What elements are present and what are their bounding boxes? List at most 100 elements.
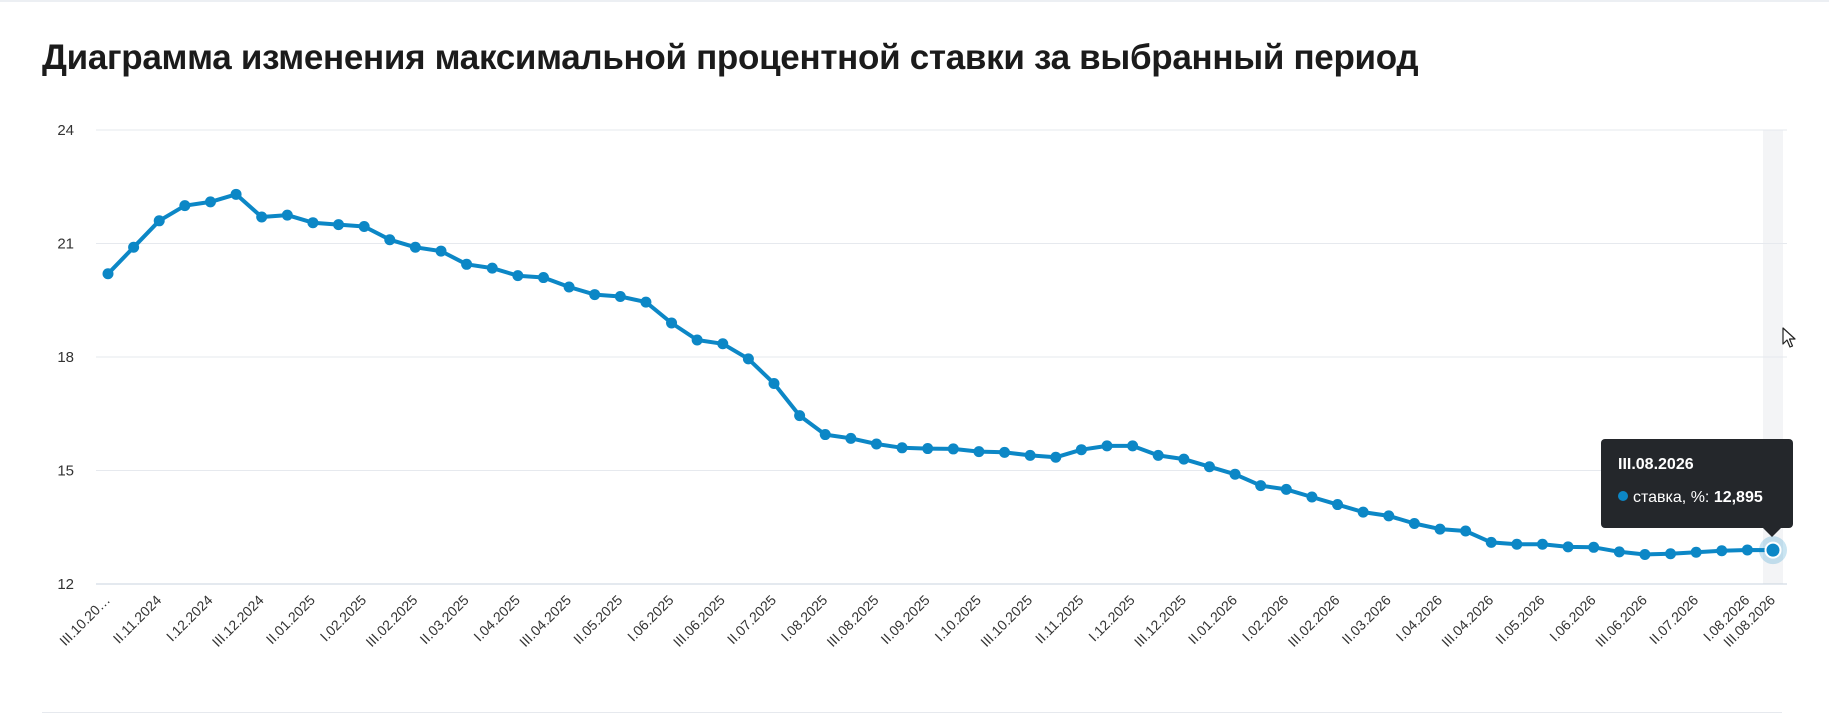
data-point [256, 211, 268, 223]
data-point [1741, 544, 1753, 556]
data-point [1203, 461, 1215, 473]
x-tick-label: III.02.2026 [1285, 592, 1343, 650]
data-point [717, 338, 729, 350]
x-tick-label: I.02.2025 [317, 592, 370, 645]
data-point [768, 377, 780, 389]
active-data-point [1764, 541, 1782, 559]
y-axis: 12 15 18 21 24 [57, 122, 74, 593]
tooltip-series-label: ставка, %: [1633, 489, 1710, 506]
data-point [1255, 480, 1267, 492]
series-line [106, 192, 1775, 557]
data-point [1383, 510, 1395, 522]
x-tick-label: I.12.2024 [163, 592, 216, 645]
data-point [1460, 525, 1472, 537]
x-tick-label: III.04.2026 [1438, 592, 1496, 650]
x-tick-label: II.05.2026 [1492, 592, 1548, 648]
data-point [333, 219, 345, 231]
x-tick-label: II.09.2025 [877, 592, 933, 648]
data-point [1562, 541, 1574, 553]
x-tick-label: II.11.2025 [1032, 592, 1087, 647]
data-point [896, 442, 908, 454]
data-point [1357, 506, 1369, 518]
data-point [1716, 545, 1728, 557]
y-tick-label: 15 [57, 463, 74, 480]
x-tick-label: II.05.2025 [570, 592, 626, 648]
x-tick-label: II.01.2025 [263, 592, 319, 648]
data-point [870, 438, 882, 450]
tooltip-date: III.08.2026 [1618, 456, 1694, 473]
data-point [486, 262, 498, 274]
x-tick-label: III.10.2025 [977, 592, 1035, 650]
x-tick-label: III.06.2026 [1592, 592, 1650, 650]
data-point [666, 317, 678, 329]
data-point [1613, 546, 1625, 558]
series-marker-icon [1618, 491, 1628, 501]
x-tick-label: II.01.2026 [1185, 592, 1241, 648]
data-point [1050, 451, 1062, 463]
data-point [999, 446, 1011, 458]
data-point [1178, 453, 1190, 465]
data-point [1306, 491, 1318, 503]
data-point [358, 220, 370, 232]
y-tick-label: 12 [57, 576, 74, 593]
x-tick-label: III.06.2025 [670, 592, 728, 650]
x-tick-label: I.02.2026 [1239, 592, 1292, 645]
data-point [307, 217, 319, 229]
data-point [512, 270, 524, 282]
data-point [794, 410, 806, 422]
mouse-cursor-icon [1782, 327, 1796, 348]
x-tick-label: III.02.2025 [362, 592, 420, 650]
data-point [973, 446, 985, 458]
data-point [1485, 536, 1497, 548]
data-point [204, 196, 216, 208]
data-point [230, 188, 242, 200]
data-point [1536, 538, 1548, 550]
series-rate[interactable] [102, 188, 1788, 565]
tooltip-row: ставка, %: 12,895 [1618, 488, 1793, 508]
data-point [179, 200, 191, 212]
data-point [128, 241, 140, 253]
data-point [742, 353, 754, 365]
grid-lines [96, 129, 1787, 585]
data-point [1024, 449, 1036, 461]
data-point [1690, 546, 1702, 558]
y-tick-label: 21 [57, 236, 74, 253]
x-tick-label: I.10.2025 [931, 592, 984, 645]
data-point [1639, 548, 1651, 560]
x-tick-label: III.12.2025 [1131, 592, 1189, 650]
data-point [281, 209, 293, 221]
data-point [614, 290, 626, 302]
data-point [537, 272, 549, 284]
data-point [435, 245, 447, 257]
data-point [102, 268, 114, 280]
data-point [1127, 440, 1139, 452]
x-tick-label: II.11.2024 [110, 592, 165, 647]
data-point [1665, 548, 1677, 560]
x-tick-label: I.06.2026 [1546, 592, 1599, 645]
x-axis: III.10.20…II.11.2024I.12.2024III.12.2024… [56, 592, 1778, 650]
data-point [691, 334, 703, 346]
x-tick-label: I.04.2025 [470, 592, 523, 645]
data-point [845, 432, 857, 444]
data-point [1229, 468, 1241, 480]
x-tick-label: I.08.2025 [778, 592, 831, 645]
data-point [1152, 449, 1164, 461]
data-point [384, 234, 396, 246]
chart-tooltip: III.08.2026 ставка, %: 12,895 [1601, 439, 1793, 537]
data-point [563, 281, 575, 293]
x-tick-label: I.12.2025 [1085, 592, 1138, 645]
x-tick-label: II.03.2026 [1339, 592, 1395, 648]
top-divider [0, 0, 1829, 2]
data-point [1511, 538, 1523, 550]
x-tick-label: I.04.2026 [1393, 592, 1446, 645]
data-point [922, 443, 934, 455]
x-tick-label: I.06.2025 [624, 592, 677, 645]
x-tick-label: II.07.2026 [1646, 592, 1702, 648]
data-point [1332, 499, 1344, 511]
x-tick-label: II.07.2025 [724, 592, 780, 648]
x-tick-label: II.03.2025 [416, 592, 472, 648]
data-point [409, 241, 421, 253]
data-point [153, 215, 165, 227]
bottom-divider [42, 712, 1782, 713]
